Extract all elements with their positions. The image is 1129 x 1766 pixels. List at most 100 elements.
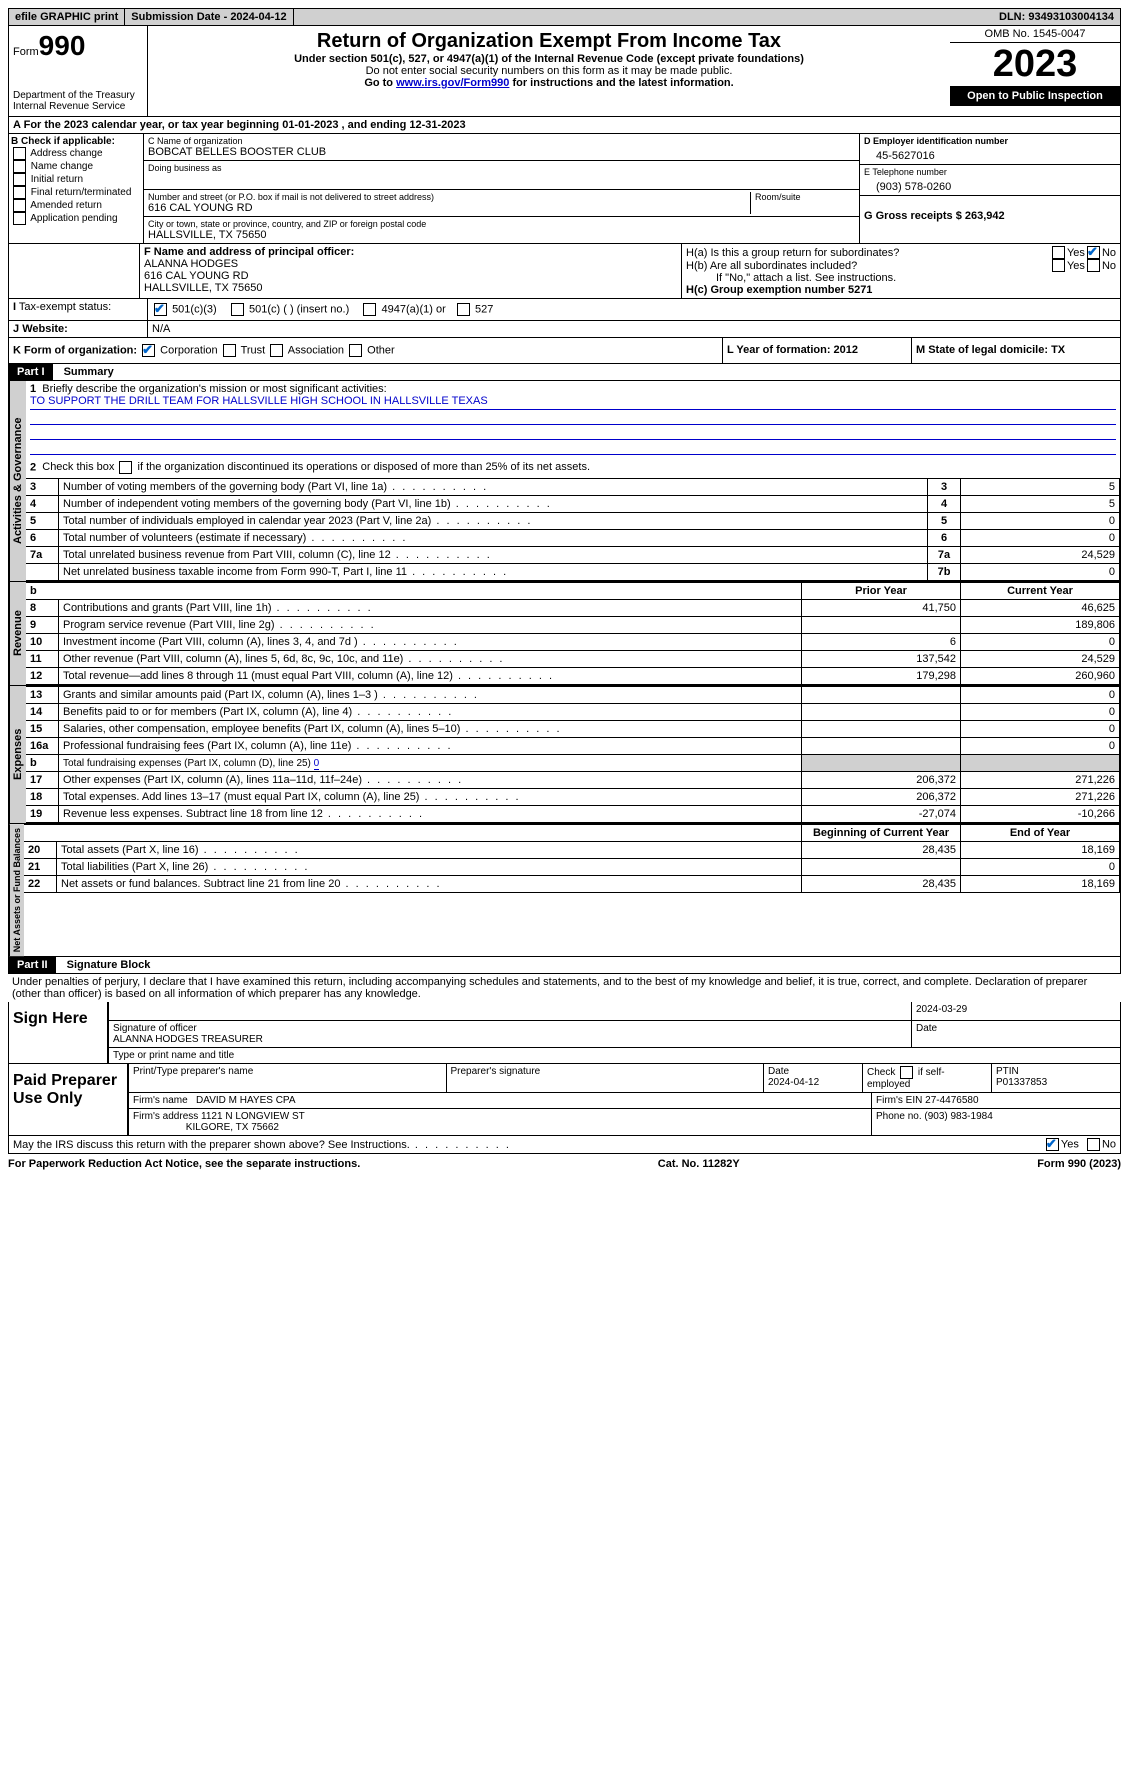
c-name-label: C Name of organization bbox=[148, 136, 855, 146]
l2-label: Check this box if the organization disco… bbox=[42, 461, 590, 473]
gov-table: 3Number of voting members of the governi… bbox=[26, 478, 1120, 581]
section-officer-group: F Name and address of principal officer:… bbox=[8, 244, 1121, 299]
section-org-info: B Check if applicable: Address change Na… bbox=[8, 133, 1121, 244]
m-label: M State of legal domicile: TX bbox=[916, 344, 1065, 356]
check-amended[interactable] bbox=[13, 199, 26, 212]
check-address-change[interactable] bbox=[13, 147, 26, 160]
hb-label: H(b) Are all subordinates included? bbox=[686, 260, 1050, 272]
omb: OMB No. 1545-0047 bbox=[950, 26, 1120, 43]
check-pending[interactable] bbox=[13, 212, 26, 225]
ha-yes[interactable] bbox=[1052, 246, 1065, 259]
form-header: Form990 Department of the Treasury Inter… bbox=[8, 26, 1121, 117]
p1-netassets: Net Assets or Fund Balances Beginning of… bbox=[8, 824, 1121, 957]
discuss-row: May the IRS discuss this return with the… bbox=[8, 1136, 1121, 1154]
form-number: 990 bbox=[39, 30, 86, 61]
check-discontinued[interactable] bbox=[119, 461, 132, 474]
firm-name: DAVID M HAYES CPA bbox=[196, 1095, 295, 1106]
hb-yes[interactable] bbox=[1052, 259, 1065, 272]
sign-here-label: Sign Here bbox=[9, 1002, 108, 1063]
dba-label: Doing business as bbox=[148, 163, 855, 173]
p1-expenses: Expenses 13Grants and similar amounts pa… bbox=[8, 686, 1121, 824]
discuss-no[interactable] bbox=[1087, 1138, 1100, 1151]
part1-title: Summary bbox=[56, 364, 122, 380]
efile-label: efile GRAPHIC print bbox=[9, 9, 125, 25]
p1-revenue: Revenue bPrior YearCurrent Year8Contribu… bbox=[8, 582, 1121, 686]
paid-label: Paid Preparer Use Only bbox=[9, 1064, 128, 1135]
paid-preparer-block: Paid Preparer Use Only Print/Type prepar… bbox=[8, 1064, 1121, 1136]
check-name-change[interactable] bbox=[13, 160, 26, 173]
l1-label: Briefly describe the organization's miss… bbox=[42, 383, 386, 395]
f-label: F Name and address of principal officer: bbox=[144, 246, 354, 258]
gov-label: Activities & Governance bbox=[9, 381, 26, 581]
irs-label: Internal Revenue Service bbox=[13, 101, 143, 112]
mission-text: TO SUPPORT THE DRILL TEAM FOR HALLSVILLE… bbox=[30, 395, 1116, 410]
city: HALLSVILLE, TX 75650 bbox=[148, 229, 855, 241]
exp-label: Expenses bbox=[9, 686, 26, 823]
check-corp[interactable] bbox=[142, 344, 155, 357]
part2-title: Signature Block bbox=[59, 957, 159, 973]
net-label: Net Assets or Fund Balances bbox=[9, 824, 24, 956]
officer-addr1: 616 CAL YOUNG RD bbox=[144, 270, 249, 282]
website: N/A bbox=[148, 321, 1120, 337]
rev-table: bPrior YearCurrent Year8Contributions an… bbox=[26, 582, 1120, 685]
tax-year: 2023 bbox=[950, 43, 1120, 86]
discuss-yes[interactable] bbox=[1046, 1138, 1059, 1151]
check-final-return[interactable] bbox=[13, 186, 26, 199]
form-title: Return of Organization Exempt From Incom… bbox=[152, 30, 946, 53]
l-label: L Year of formation: 2012 bbox=[727, 344, 858, 356]
street: 616 CAL YOUNG RD bbox=[148, 202, 750, 214]
officer-addr2: HALLSVILLE, TX 75650 bbox=[144, 282, 262, 294]
ha-no[interactable] bbox=[1087, 246, 1100, 259]
irs-link[interactable]: www.irs.gov/Form990 bbox=[396, 77, 509, 89]
declaration: Under penalties of perjury, I declare th… bbox=[8, 974, 1121, 1002]
check-other[interactable] bbox=[349, 344, 362, 357]
i-label: Tax-exempt status: bbox=[19, 301, 111, 313]
check-527[interactable] bbox=[457, 303, 470, 316]
check-501c[interactable] bbox=[231, 303, 244, 316]
street-label: Number and street (or P.O. box if mail i… bbox=[148, 192, 750, 202]
check-assoc[interactable] bbox=[270, 344, 283, 357]
check-4947[interactable] bbox=[363, 303, 376, 316]
date-label: Date bbox=[911, 1021, 1120, 1048]
ptin: P01337853 bbox=[996, 1077, 1047, 1088]
check-501c3[interactable] bbox=[154, 303, 167, 316]
d-label: D Employer identification number bbox=[864, 136, 1008, 146]
type-print-label: Type or print name and title bbox=[108, 1048, 1120, 1063]
dln: DLN: 93493103004134 bbox=[993, 9, 1120, 25]
signature-block: Sign Here 2024-03-29 Signature of office… bbox=[8, 1002, 1121, 1064]
footer-center: Cat. No. 11282Y bbox=[658, 1158, 740, 1170]
footer-right: Form 990 (2023) bbox=[1037, 1158, 1121, 1170]
ein: 45-5627016 bbox=[864, 146, 1116, 162]
note-ssn: Do not enter social security numbers on … bbox=[152, 65, 946, 77]
form-label: Form bbox=[13, 46, 39, 58]
tax-year-line: A For the 2023 calendar year, or tax yea… bbox=[8, 117, 1121, 133]
p1-governance: Activities & Governance 1 Briefly descri… bbox=[8, 381, 1121, 582]
hb-note: If "No," attach a list. See instructions… bbox=[686, 272, 1116, 284]
check-self-employed[interactable] bbox=[900, 1066, 913, 1079]
dept-label: Department of the Treasury bbox=[13, 90, 143, 101]
j-label: Website: bbox=[22, 323, 68, 335]
hc-label: H(c) Group exemption number 5271 bbox=[686, 284, 872, 296]
check-initial-return[interactable] bbox=[13, 173, 26, 186]
e-label: E Telephone number bbox=[864, 167, 1116, 177]
form-subtitle: Under section 501(c), 527, or 4947(a)(1)… bbox=[152, 53, 946, 65]
firm-addr1: 1121 N LONGVIEW ST bbox=[201, 1111, 305, 1122]
g-label: G Gross receipts $ 263,942 bbox=[864, 210, 1005, 222]
k-label: K Form of organization: bbox=[13, 344, 137, 356]
sig-officer-label: Signature of officer bbox=[113, 1023, 197, 1034]
b-label: B Check if applicable: bbox=[11, 136, 115, 147]
firm-ein: Firm's EIN 27-4476580 bbox=[871, 1093, 1120, 1109]
footer-left: For Paperwork Reduction Act Notice, see … bbox=[8, 1158, 360, 1170]
city-label: City or town, state or province, country… bbox=[148, 219, 855, 229]
part1-header: Part I bbox=[9, 364, 53, 380]
top-bar: efile GRAPHIC print Submission Date - 20… bbox=[8, 8, 1121, 26]
rev-label: Revenue bbox=[9, 582, 26, 685]
hb-no[interactable] bbox=[1087, 259, 1100, 272]
sig-date: 2024-03-29 bbox=[911, 1002, 1120, 1021]
open-public: Open to Public Inspection bbox=[950, 86, 1120, 106]
firm-addr2: KILGORE, TX 75662 bbox=[186, 1122, 279, 1133]
sig-name: ALANNA HODGES TREASURER bbox=[113, 1034, 263, 1045]
check-trust[interactable] bbox=[223, 344, 236, 357]
ha-label: H(a) Is this a group return for subordin… bbox=[686, 247, 1050, 259]
prep-check: Check if self-employed bbox=[862, 1064, 991, 1093]
